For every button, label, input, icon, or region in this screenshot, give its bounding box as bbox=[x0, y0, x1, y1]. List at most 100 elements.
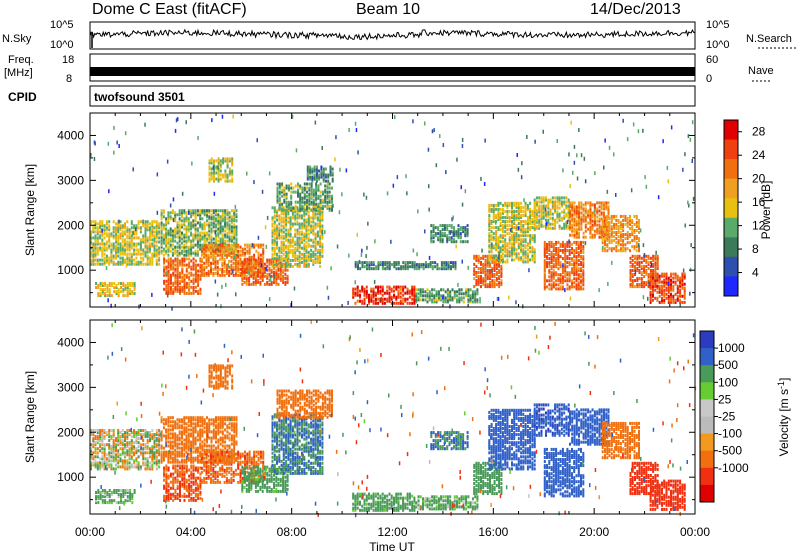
heatmap-cell bbox=[424, 294, 426, 297]
heatmap-cell bbox=[362, 261, 364, 264]
heatmap-cell bbox=[290, 201, 292, 204]
heatmap-cell bbox=[636, 277, 638, 280]
heatmap-cell bbox=[314, 166, 316, 169]
heatmap-cell bbox=[389, 261, 391, 264]
heatmap-cell bbox=[310, 245, 312, 248]
heatmap-cell bbox=[170, 286, 172, 289]
heatmap-cell bbox=[475, 255, 477, 258]
heatmap-cell bbox=[177, 258, 179, 261]
heatmap-cell bbox=[290, 249, 292, 252]
heatmap-cell bbox=[407, 298, 409, 301]
heatmap-cell bbox=[556, 221, 558, 224]
heatmap-cell bbox=[582, 241, 584, 244]
heatmap-cell bbox=[116, 284, 118, 287]
heatmap-cell bbox=[442, 232, 444, 235]
heatmap-cell bbox=[99, 234, 101, 237]
heatmap-cell bbox=[450, 265, 452, 268]
heatmap-cell bbox=[382, 261, 384, 264]
heatmap-cell bbox=[179, 209, 181, 212]
heatmap-cell bbox=[430, 261, 432, 264]
heatmap-cell bbox=[455, 261, 457, 264]
heatmap-cell bbox=[206, 219, 208, 222]
heatmap-cell bbox=[135, 243, 137, 246]
heatmap-cell bbox=[639, 261, 641, 264]
nsearch-tick-high: 10^5 bbox=[706, 19, 730, 31]
heatmap-cell bbox=[672, 281, 674, 284]
heatmap-cell bbox=[627, 217, 629, 220]
heatmap-cell bbox=[292, 245, 294, 248]
heatmap-cell bbox=[675, 273, 677, 276]
heatmap-cell bbox=[498, 275, 500, 278]
heatmap-cell bbox=[203, 262, 205, 265]
heatmap-cell bbox=[297, 201, 299, 204]
heatmap-cell bbox=[163, 248, 165, 251]
heatmap-cell bbox=[215, 159, 217, 162]
heatmap-cell bbox=[226, 232, 228, 235]
heatmap-cell bbox=[195, 250, 197, 253]
heatmap-cell bbox=[476, 298, 478, 301]
heatmap-cell bbox=[231, 236, 233, 239]
heatmap-cell bbox=[497, 226, 499, 229]
heatmap-cell bbox=[495, 208, 497, 211]
heatmap-cell bbox=[504, 216, 506, 219]
heatmap-cell bbox=[534, 225, 536, 228]
heatmap-cell bbox=[156, 259, 158, 262]
heatmap-cell bbox=[596, 228, 598, 231]
heatmap-cell bbox=[536, 209, 538, 212]
heatmap-cell bbox=[297, 209, 299, 212]
heatmap-cell bbox=[423, 263, 425, 266]
heatmap-cell bbox=[179, 223, 181, 226]
heatmap-cell bbox=[183, 234, 185, 237]
heatmap-cell bbox=[615, 219, 617, 222]
heatmap-cell bbox=[241, 283, 243, 286]
heatmap-cell bbox=[179, 244, 181, 247]
heatmap-cell bbox=[546, 261, 548, 264]
heatmap-cell bbox=[276, 219, 278, 222]
heatmap-cell bbox=[630, 257, 632, 260]
heatmap-cell bbox=[172, 272, 174, 275]
heatmap-cell bbox=[277, 187, 279, 190]
heatmap-cell bbox=[442, 288, 444, 291]
heatmap-cell bbox=[560, 261, 562, 264]
heatmap-cell bbox=[516, 214, 518, 217]
heatmap-cell bbox=[237, 244, 239, 247]
heatmap-cell bbox=[592, 234, 594, 237]
heatmap-cell bbox=[251, 256, 253, 259]
heatmap-cell bbox=[282, 275, 284, 278]
heatmap-cell bbox=[493, 244, 495, 247]
heatmap-cell bbox=[554, 201, 556, 204]
heatmap-cell bbox=[485, 259, 487, 262]
heatmap-cell bbox=[573, 249, 575, 252]
heatmap-cell bbox=[609, 221, 611, 224]
heatmap-cell bbox=[149, 243, 151, 246]
heatmap-cell bbox=[324, 205, 326, 208]
heatmap-cell bbox=[582, 245, 584, 248]
heatmap-cell bbox=[531, 226, 533, 229]
heatmap-cell bbox=[566, 271, 568, 274]
heatmap-cell bbox=[133, 249, 135, 252]
heatmap-cell bbox=[283, 187, 285, 190]
heatmap-cell bbox=[318, 174, 320, 177]
heatmap-cell bbox=[548, 261, 550, 264]
heatmap-cell bbox=[248, 259, 250, 262]
heatmap-cell bbox=[386, 286, 388, 289]
heatmap-cell bbox=[221, 254, 223, 257]
heatmap-cell bbox=[149, 222, 151, 225]
heatmap-cell bbox=[583, 203, 585, 206]
heatmap-cell bbox=[522, 214, 524, 217]
heatmap-cell bbox=[179, 286, 181, 289]
heatmap-cell bbox=[661, 273, 663, 276]
heatmap-cell bbox=[131, 220, 133, 223]
heatmap-cell bbox=[666, 287, 668, 290]
heatmap-cell bbox=[129, 228, 131, 231]
heatmap-cell bbox=[384, 298, 386, 301]
heatmap-cell bbox=[565, 213, 567, 216]
heatmap-cell bbox=[253, 271, 255, 274]
heatmap-cell bbox=[170, 244, 172, 247]
heatmap-cell bbox=[306, 219, 308, 222]
heatmap-cell bbox=[211, 209, 213, 212]
heatmap-cell bbox=[184, 264, 186, 267]
heatmap-cell bbox=[283, 209, 285, 212]
heatmap-cell bbox=[550, 227, 552, 230]
heatmap-cell bbox=[174, 286, 176, 289]
